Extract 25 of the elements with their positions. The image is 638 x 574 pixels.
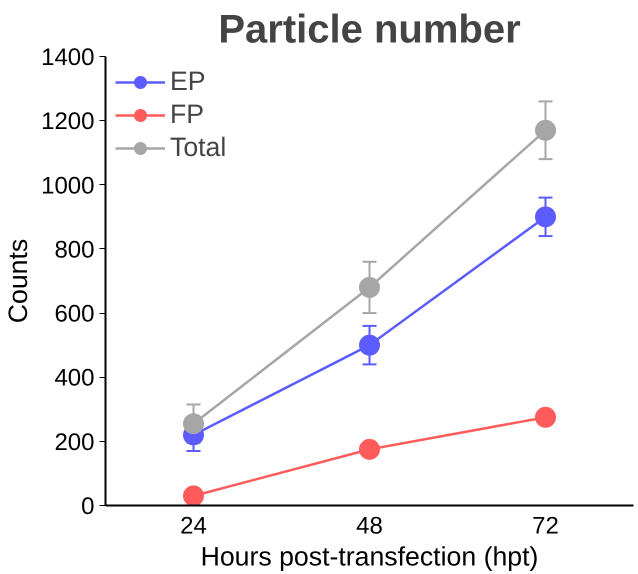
y-tick-label: 800 (54, 236, 95, 264)
point (535, 206, 556, 228)
point (535, 120, 556, 141)
x-tick-label: 48 (356, 512, 383, 540)
chart-title: Particle number (218, 8, 521, 52)
x-axis-title: Hours post-transfection (hpt) (200, 542, 538, 572)
point (359, 276, 380, 298)
legend-label: Total (170, 132, 226, 163)
y-tick-label: 600 (54, 300, 95, 328)
y-tick-label: 1400 (41, 44, 94, 71)
legend-label: EP (170, 66, 206, 97)
y-tick-label: 400 (54, 364, 95, 392)
x-tick-label: 24 (180, 512, 207, 540)
point (183, 413, 204, 434)
point (183, 485, 204, 506)
y-tick-label: 1200 (41, 108, 94, 136)
y-axis-title: Counts (3, 238, 34, 324)
y-tick-label: 1000 (41, 172, 94, 200)
point (359, 334, 380, 356)
point (535, 406, 556, 428)
y-tick-label: 200 (54, 428, 95, 456)
legend-label: FP (170, 99, 204, 130)
x-tick-label: 72 (532, 512, 559, 540)
y-tick-label: 0 (81, 493, 95, 520)
point (359, 438, 380, 460)
